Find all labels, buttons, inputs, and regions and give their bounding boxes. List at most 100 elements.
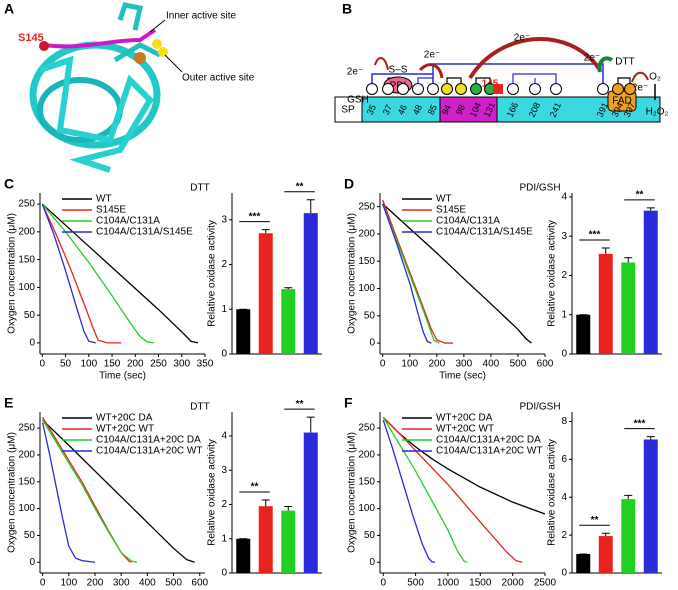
legend-label: WT+20C DA [96,413,153,424]
y-tick-label: 4 [221,431,227,442]
arrow [631,71,649,83]
legend-label: WT [436,194,452,205]
y-tick-label: 3 [221,465,227,476]
protein-structure [29,2,183,173]
bar [303,213,318,354]
x-tick-label: 500 [510,359,527,370]
data-line [42,419,195,563]
residue-marker [412,83,424,95]
bar [258,233,273,354]
site-label: S145 [18,32,44,44]
y-tick-label: 100 [18,282,35,293]
residue-marker [470,83,482,95]
arrow [597,56,614,73]
peroxide-label: H₂O₂ [646,107,669,118]
pointer [149,19,166,33]
residue-marker [507,83,519,95]
legend-label: S145E [96,205,126,216]
y-tick-label: 200 [358,450,375,461]
legend-label: C104A/C131A [436,216,500,227]
significance-label: *** [634,418,646,429]
error-bar [601,247,610,254]
y-tick-label: 250 [18,199,35,210]
x-tick-label: 500 [407,578,424,589]
outer-site-atom [158,47,168,57]
y-tick-label: 0 [29,557,35,568]
significance-label: *** [589,230,601,241]
x-tick-label: 500 [165,578,182,589]
y-tick-label: 200 [18,450,35,461]
helix [113,2,162,63]
x-tick-label: 0 [40,578,46,589]
residue-marker [612,83,624,95]
significance-label: ** [636,190,644,201]
legend-label: WT+20C WT [436,424,494,435]
fad-label: FAD [612,96,631,107]
y-tick-label: 8 [561,416,567,427]
x-tick-label: 250 [150,359,167,370]
x-tick-label: 100 [60,578,77,589]
y-tick-label: 100 [358,503,375,514]
residue-label: 98 [454,103,467,116]
residue-label: 48 [411,103,424,116]
residue-marker [366,83,378,95]
data-line [41,203,96,344]
residue-label: 37 [381,103,394,116]
x-tick-label: 0 [380,578,386,589]
y-tick-label: 100 [358,283,375,294]
oxygen-label: O₂ [649,72,661,83]
error-bar [646,207,655,211]
inner-site-atom [134,52,146,64]
x-tick-label: 350 [197,359,214,370]
error-bar [306,199,315,214]
bar [236,538,251,573]
y-tick-label: 0 [561,568,567,579]
residue-label: 46 [396,103,409,116]
x-tick-label: 200 [127,359,144,370]
residue-marker [455,83,467,95]
arrow [468,37,602,80]
sp-label: SP [341,105,355,116]
y-tick-label: 200 [358,229,375,240]
data-line [41,203,122,344]
y-axis-label: Relative oxidase activity [547,220,558,327]
y-tick-label: 50 [364,530,376,541]
annotation: PDI/GSH [519,402,560,413]
y-axis-label: Relative oxidase activity [547,439,558,546]
y-tick-label: 150 [18,476,35,487]
x-axis-label: Time (sec) [99,371,146,382]
loop [44,28,157,49]
electron-label: 2e⁻ [584,53,600,64]
disulfide-label: S–S [389,65,408,76]
y-tick-label: 50 [24,530,36,541]
y-axis-label: Relative oxidase activity [207,439,218,546]
significance-label: ** [296,399,304,410]
significance-label: *** [249,211,261,222]
y-tick-label: 50 [24,310,36,321]
x-tick-label: 2000 [502,578,525,589]
x-tick-label: 1000 [437,578,460,589]
legend-label: C104A/C131A+20C WT [96,446,202,457]
bar [643,439,658,573]
y-tick-label: 200 [18,227,35,238]
x-tick-label: 300 [113,578,130,589]
residue-marker [427,83,439,95]
x-tick-label: 400 [139,578,156,589]
data-line [42,417,132,563]
domain [439,96,498,123]
residue-marker [624,83,636,95]
electron-label: 2e⁻ [514,33,530,44]
legend-label: S145E [436,205,466,216]
bar [236,309,251,354]
data-line [382,416,523,563]
panel-label: F [344,395,353,411]
gsh-label: GSH [347,95,369,106]
x-tick-label: 0 [40,359,46,370]
y-tick-label: 100 [18,503,35,514]
pointer [164,54,183,73]
x-tick-label: 100 [401,359,418,370]
y-tick-label: 0 [369,557,375,568]
panel-label: D [344,176,354,192]
x-axis-label: Time (sec) [439,371,486,382]
